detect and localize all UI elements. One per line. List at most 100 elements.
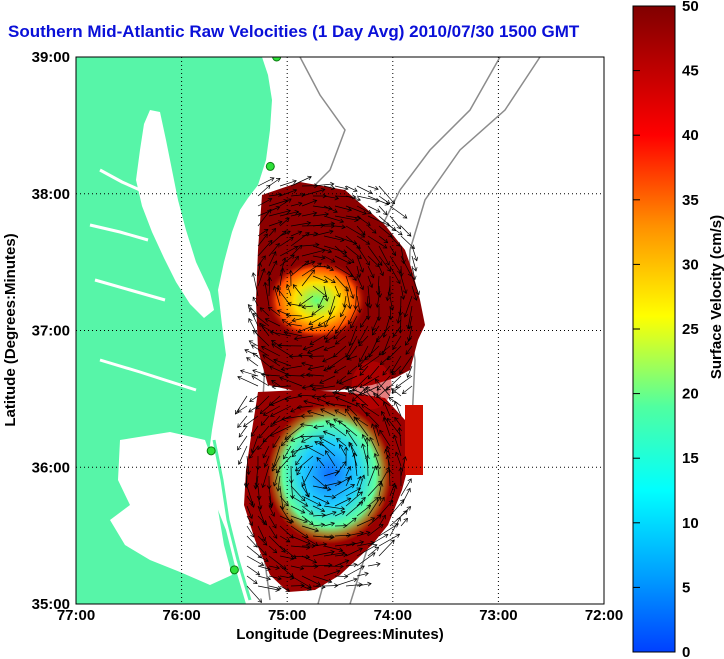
velocity-vector xyxy=(312,385,336,390)
velocity-field-edge xyxy=(405,405,423,475)
velocity-vector xyxy=(279,217,290,227)
velocity-vector xyxy=(411,275,420,295)
velocity-vector xyxy=(327,355,347,370)
velocity-vector-head xyxy=(365,240,371,245)
velocity-vector-head xyxy=(267,276,273,282)
velocity-vector xyxy=(279,254,295,267)
velocity-vector-head xyxy=(291,452,297,458)
velocity-vector-head xyxy=(398,272,404,278)
velocity-vector xyxy=(367,480,383,497)
velocity-vector xyxy=(252,297,259,307)
velocity-vector-head xyxy=(361,230,366,236)
velocity-vector-head xyxy=(273,534,278,539)
velocity-vector-head xyxy=(260,372,266,378)
velocity-vector xyxy=(392,335,402,350)
velocity-vector-head xyxy=(297,392,302,398)
velocity-vector-head xyxy=(390,539,395,544)
velocity-vector xyxy=(301,244,319,247)
velocity-vector xyxy=(316,397,336,407)
colorbar-tick-label: 10 xyxy=(682,515,699,532)
velocity-vector xyxy=(345,195,361,201)
velocity-vector-head xyxy=(293,245,299,251)
velocity-vector xyxy=(408,325,413,342)
velocity-vector xyxy=(362,443,369,467)
colorbar-tick-label: 35 xyxy=(682,192,699,209)
velocity-vector xyxy=(279,189,297,197)
velocity-vector xyxy=(345,215,361,219)
velocity-vector-head xyxy=(328,562,333,568)
velocity-vector xyxy=(268,306,281,317)
velocity-vector xyxy=(367,235,388,249)
velocity-vector xyxy=(359,345,369,362)
velocity-vector xyxy=(400,255,412,277)
velocity-vector-head xyxy=(310,260,316,265)
velocity-vector xyxy=(262,354,281,367)
velocity-vector-head xyxy=(275,243,280,248)
velocity-vector-head xyxy=(248,340,254,345)
velocity-vector xyxy=(323,265,334,271)
velocity-vector-head xyxy=(365,412,370,417)
velocity-vector xyxy=(290,260,309,277)
velocity-vector-head xyxy=(271,343,276,348)
velocity-vector-head xyxy=(382,416,388,422)
velocity-vector xyxy=(257,555,269,562)
velocity-vector xyxy=(376,295,380,308)
velocity-vector xyxy=(334,365,347,374)
velocity-vector-head xyxy=(285,217,290,222)
velocity-vector-head xyxy=(250,533,255,538)
velocity-vector xyxy=(400,456,406,477)
velocity-vector-head xyxy=(312,199,318,204)
velocity-vector-head xyxy=(292,179,297,184)
velocity-vector-head xyxy=(309,383,314,389)
velocity-vector xyxy=(346,429,358,447)
velocity-vector xyxy=(290,231,302,237)
velocity-vector-head xyxy=(238,433,243,438)
velocity-vector-head xyxy=(386,355,392,361)
velocity-vector-head xyxy=(237,445,242,451)
velocity-vector xyxy=(324,305,336,328)
velocity-vector-head xyxy=(272,524,277,529)
velocity-vector-head xyxy=(390,199,396,205)
velocity-vector-head xyxy=(351,397,357,402)
velocity-vector xyxy=(323,495,336,498)
velocity-vector-head xyxy=(332,510,337,516)
velocity-vector-head xyxy=(384,448,389,454)
velocity-vector xyxy=(257,535,268,546)
velocity-vector-head xyxy=(380,496,385,502)
velocity-vector-head xyxy=(290,408,295,413)
velocity-vector xyxy=(374,453,380,467)
velocity-vector xyxy=(291,445,303,458)
velocity-vector-head xyxy=(383,238,389,244)
velocity-vector-head xyxy=(396,279,401,285)
velocity-vector xyxy=(272,415,292,425)
velocity-vector-head xyxy=(246,470,251,476)
velocity-vector xyxy=(320,408,336,417)
velocity-vector xyxy=(301,269,315,287)
velocity-vector xyxy=(367,205,381,213)
velocity-vector-head xyxy=(358,501,364,506)
velocity-vector xyxy=(279,525,294,539)
velocity-vector-head xyxy=(413,256,419,262)
velocity-vector-head xyxy=(411,275,417,281)
velocity-vector-head xyxy=(339,443,344,449)
velocity-vector xyxy=(356,215,371,226)
velocity-vector-head xyxy=(252,329,258,335)
velocity-vector xyxy=(257,198,272,207)
velocity-vector-head xyxy=(339,312,345,318)
velocity-vector xyxy=(411,255,417,272)
velocity-vector xyxy=(334,484,355,497)
velocity-vector xyxy=(268,525,278,539)
velocity-vector xyxy=(334,409,347,417)
velocity-vector-head xyxy=(345,477,350,482)
velocity-vector xyxy=(367,496,382,517)
velocity-vector xyxy=(363,388,380,407)
velocity-vector-head xyxy=(349,258,355,264)
velocity-vector xyxy=(303,345,314,350)
velocity-vector xyxy=(284,331,303,337)
velocity-vector xyxy=(290,435,303,442)
velocity-vector-head xyxy=(251,272,257,277)
velocity-vector xyxy=(301,475,309,497)
velocity-vector xyxy=(249,395,259,402)
velocity-vector xyxy=(335,396,358,407)
velocity-vector-head xyxy=(370,552,376,557)
